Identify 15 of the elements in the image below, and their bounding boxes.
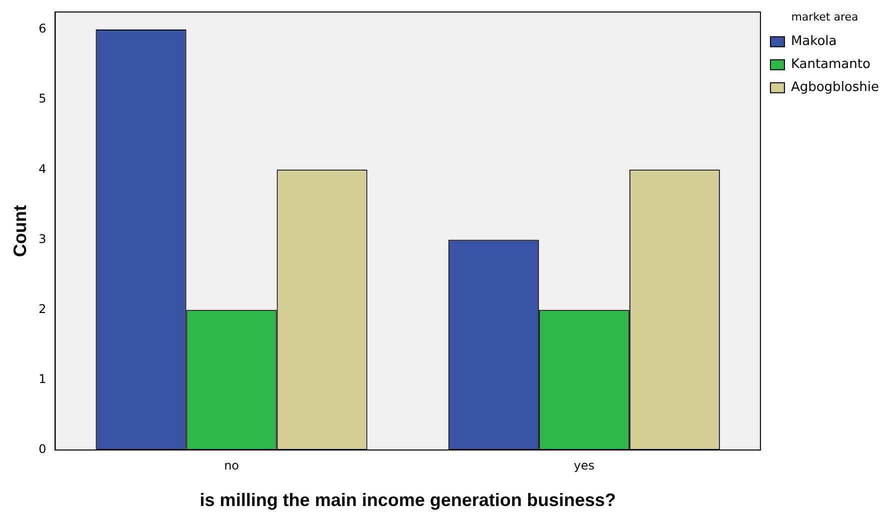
y-tick-label: 6 xyxy=(38,22,46,36)
x-tick-label: no xyxy=(224,458,240,472)
y-tick-label: 3 xyxy=(38,232,46,246)
y-tick-label: 0 xyxy=(38,442,46,456)
y-tick-label: 1 xyxy=(38,372,46,386)
y-tick-label: 5 xyxy=(38,92,46,106)
y-tick-label: 2 xyxy=(38,302,46,316)
legend-label: Agbogbloshie xyxy=(790,80,880,96)
y-tick-label: 4 xyxy=(38,162,46,176)
x-axis-title: is milling the main income generation business? xyxy=(200,490,616,510)
y-axis-title: Count xyxy=(10,205,30,257)
legend-label: Makola xyxy=(790,34,837,50)
legend-title: market area xyxy=(791,10,858,24)
legend-label: Kantamanto xyxy=(790,57,870,72)
x-tick-label: yes xyxy=(574,458,595,472)
